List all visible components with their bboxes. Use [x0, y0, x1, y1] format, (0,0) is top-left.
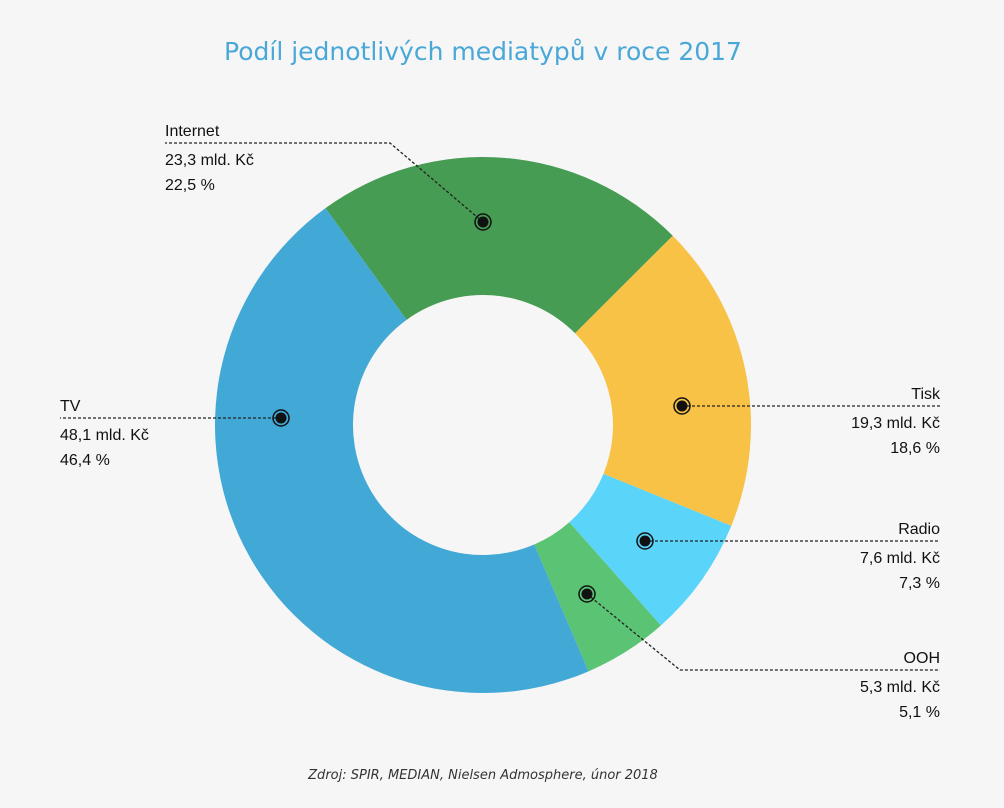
chart-source: Zdroj: SPIR, MEDIAN, Nielsen Admosphere,…: [307, 768, 658, 783]
label-tisk: Tisk 19,3 mld. Kč 18,6 %: [673, 386, 941, 457]
slice-amount: 7,6 mld. Kč: [860, 550, 940, 567]
marker-ring: [673, 397, 691, 415]
marker-dot: [676, 400, 688, 412]
marker-dot: [477, 216, 489, 228]
slice-label: TV: [60, 398, 81, 415]
slice-percent: 5,1 %: [899, 704, 940, 721]
slice-tv: [214, 208, 589, 694]
slice-label: Tisk: [911, 386, 941, 403]
slice-ooh: [534, 522, 661, 672]
slice-percent: 7,3 %: [899, 575, 940, 592]
leader-line: [586, 593, 940, 671]
slice-percent: 46,4 %: [60, 452, 110, 469]
slice-internet: [325, 157, 673, 334]
slice-label: Radio: [898, 521, 940, 538]
chart-title: Podíl jednotlivých mediatypů v roce 2017: [224, 37, 742, 66]
leader-line: [165, 142, 484, 223]
slice-tisk: [575, 235, 751, 526]
marker-dot: [639, 535, 651, 547]
marker-dot: [275, 412, 287, 424]
marker-ring: [474, 213, 492, 231]
slice-percent: 22,5 %: [165, 177, 215, 194]
slice-radio: [569, 473, 732, 626]
slice-percent: 18,6 %: [890, 440, 940, 457]
slice-amount: 5,3 mld. Kč: [860, 679, 940, 696]
marker-ring: [578, 585, 596, 603]
slice-label: OOH: [904, 650, 940, 667]
slice-amount: 23,3 mld. Kč: [165, 152, 254, 169]
label-tv: TV 48,1 mld. Kč 46,4 %: [60, 398, 290, 469]
label-radio: Radio 7,6 mld. Kč 7,3 %: [636, 521, 940, 592]
marker-ring: [272, 409, 290, 427]
marker-ring: [636, 532, 654, 550]
slice-amount: 19,3 mld. Kč: [851, 415, 940, 432]
label-ooh: OOH 5,3 mld. Kč 5,1 %: [578, 585, 940, 721]
label-internet: Internet 23,3 mld. Kč 22,5 %: [165, 123, 492, 231]
slice-label: Internet: [165, 123, 220, 140]
slice-amount: 48,1 mld. Kč: [60, 427, 149, 444]
marker-dot: [581, 588, 593, 600]
